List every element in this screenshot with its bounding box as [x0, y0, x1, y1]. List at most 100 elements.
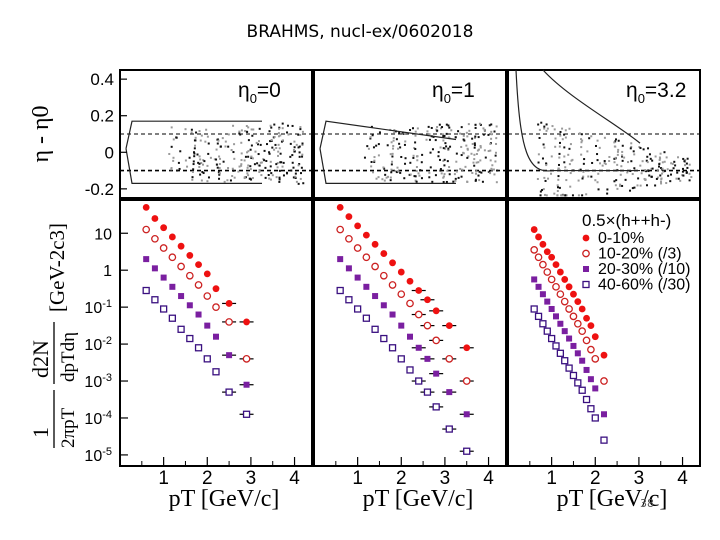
scatter-point: [286, 124, 289, 127]
scatter-point: [414, 141, 417, 144]
scatter-point: [591, 161, 594, 164]
scatter-point: [216, 138, 219, 141]
scatter-point: [280, 140, 283, 143]
scatter-point: [639, 164, 642, 167]
scatter-point: [232, 124, 235, 127]
scatter-point: [277, 132, 280, 135]
scatter-point: [545, 162, 548, 165]
scatter-point: [215, 148, 218, 151]
scatter-point: [219, 145, 222, 148]
scatter-point: [281, 139, 284, 142]
scatter-point: [394, 170, 397, 173]
scatter-point: [563, 161, 566, 164]
top-y-axis-label: η - η0: [28, 105, 54, 162]
scatter-point: [447, 124, 450, 127]
scatter-point: [496, 169, 499, 172]
scatter-point: [650, 175, 653, 178]
scatter-point: [619, 184, 622, 187]
scatter-point: [243, 159, 246, 162]
scatter-point: [248, 177, 251, 180]
scatter-point: [581, 139, 584, 142]
scatter-point: [278, 176, 281, 179]
scatter-point: [247, 164, 250, 167]
acceptance-scatter: [168, 122, 305, 185]
scatter-point: [218, 177, 221, 180]
scatter-point: [559, 134, 562, 137]
scatter-point: [466, 156, 469, 159]
data-point: [531, 276, 538, 283]
scatter-point: [483, 149, 486, 152]
scatter-point: [392, 147, 395, 150]
data-point: [203, 292, 212, 300]
scatter-point: [583, 158, 586, 161]
scatter-point: [676, 171, 679, 174]
x-tick-label: 4: [677, 468, 688, 489]
scatter-point: [491, 164, 494, 167]
eta-label: η0=1: [432, 79, 475, 106]
scatter-point: [677, 156, 680, 159]
scatter-point: [420, 161, 423, 164]
scatter-point: [489, 159, 492, 162]
scatter-point: [487, 150, 490, 153]
scatter-point: [195, 131, 198, 134]
series-2: [530, 246, 608, 385]
scatter-point: [674, 164, 677, 167]
scatter-point: [495, 181, 498, 184]
data-point: [354, 222, 362, 230]
data-point: [535, 283, 542, 290]
scatter-point: [474, 126, 477, 129]
data-point: [432, 307, 440, 315]
data-point: [242, 410, 251, 418]
data-point: [574, 298, 582, 305]
scatter-point: [648, 153, 651, 156]
scatter-point: [557, 175, 560, 178]
scatter-point: [659, 157, 662, 160]
y-label-denominator: dpTdη: [58, 332, 79, 382]
data-point: [561, 357, 569, 365]
scatter-point: [172, 159, 175, 162]
data-point: [600, 351, 608, 359]
scatter-point: [437, 155, 440, 158]
scatter-point: [251, 177, 254, 180]
scatter-point: [621, 184, 624, 187]
scatter-point: [577, 194, 580, 197]
scatter-point: [256, 162, 259, 165]
scatter-point: [442, 139, 445, 142]
data-point: [168, 314, 177, 322]
scatter-point: [370, 125, 373, 128]
scatter-point: [194, 139, 197, 142]
data-point: [213, 333, 219, 340]
scatter-point: [391, 152, 394, 155]
scatter-point: [196, 153, 199, 156]
data-point: [169, 283, 176, 290]
scatter-point: [269, 178, 272, 181]
scatter-point: [258, 169, 261, 172]
scatter-point: [650, 167, 653, 170]
scatter-point: [490, 123, 493, 126]
scatter-point: [545, 129, 548, 132]
scatter-point: [442, 135, 445, 138]
scatter-point: [391, 155, 394, 158]
scatter-point: [273, 148, 276, 151]
data-point: [462, 377, 471, 385]
scatter-point: [554, 137, 557, 140]
scatter-point: [445, 132, 448, 135]
legend-marker: [582, 234, 590, 242]
scatter-point: [459, 132, 462, 135]
scatter-point: [250, 128, 253, 131]
scatter-point: [299, 128, 302, 131]
scatter-point: [621, 155, 624, 158]
scatter-point: [204, 140, 207, 143]
scatter-point: [299, 133, 302, 136]
scatter-point: [389, 179, 392, 182]
scatter-point: [302, 182, 305, 185]
scatter-point: [269, 165, 272, 168]
scatter-point: [386, 144, 389, 147]
scatter-point: [258, 127, 261, 130]
scatter-point: [249, 148, 252, 151]
scatter-point: [582, 162, 585, 165]
top-y-tick-label: -0.2: [85, 180, 114, 199]
scatter-point: [621, 144, 624, 147]
scatter-point: [681, 170, 684, 173]
x-axis-label: pT [GeV/c]: [363, 486, 474, 512]
